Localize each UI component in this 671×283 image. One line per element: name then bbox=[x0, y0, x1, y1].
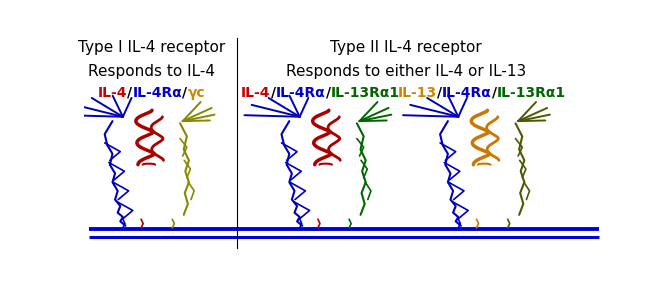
Text: IL-13Rα1: IL-13Rα1 bbox=[331, 86, 400, 100]
Text: Responds to IL-4: Responds to IL-4 bbox=[88, 65, 215, 80]
Text: IL-4Rα: IL-4Rα bbox=[276, 86, 325, 100]
Text: IL-4: IL-4 bbox=[98, 86, 127, 100]
Text: IL-4Rα: IL-4Rα bbox=[133, 86, 183, 100]
Text: /: / bbox=[325, 86, 331, 100]
Text: γc: γc bbox=[187, 86, 205, 100]
Text: /: / bbox=[437, 86, 442, 100]
Text: /: / bbox=[183, 86, 187, 100]
Text: IL-4: IL-4 bbox=[241, 86, 270, 100]
Text: Type I IL-4 receptor: Type I IL-4 receptor bbox=[78, 40, 225, 55]
Text: /: / bbox=[127, 86, 133, 100]
Text: /: / bbox=[492, 86, 497, 100]
Text: /: / bbox=[270, 86, 276, 100]
Text: IL-13Rα1: IL-13Rα1 bbox=[497, 86, 566, 100]
Text: Type II IL-4 receptor: Type II IL-4 receptor bbox=[330, 40, 482, 55]
Text: IL-13: IL-13 bbox=[398, 86, 437, 100]
Text: IL-4Rα: IL-4Rα bbox=[442, 86, 492, 100]
Text: Responds to either IL-4 or IL-13: Responds to either IL-4 or IL-13 bbox=[286, 65, 527, 80]
